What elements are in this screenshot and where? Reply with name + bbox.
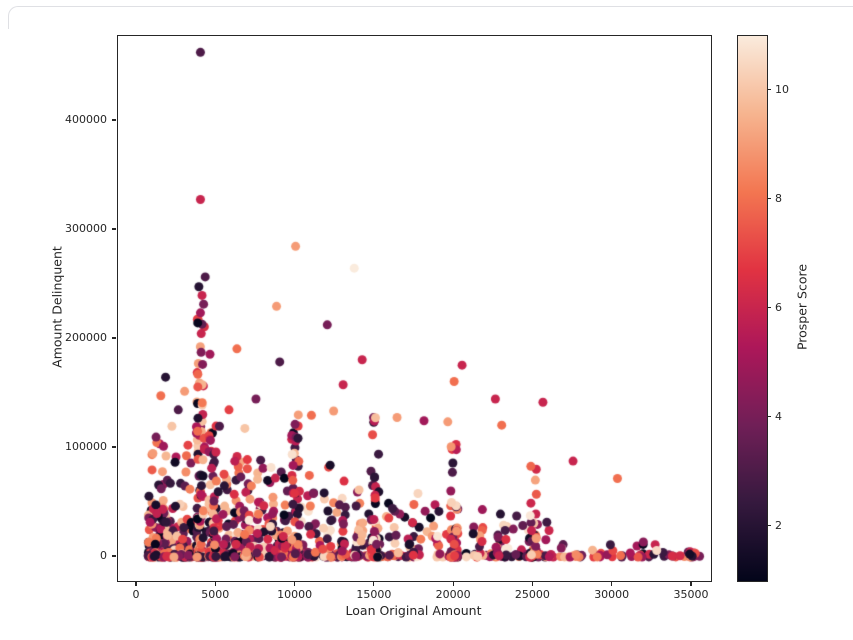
- x-tick-mark: [294, 581, 296, 586]
- colorbar-tick-mark: [767, 88, 771, 91]
- scatter-canvas: [118, 36, 711, 581]
- colorbar-tick-label: 10: [775, 82, 789, 96]
- x-tick-mark: [135, 581, 137, 586]
- x-tick-label: 20000: [435, 588, 471, 601]
- x-tick-label: 15000: [356, 588, 392, 601]
- y-tick-mark: [111, 119, 116, 121]
- y-tick-label: 400000: [65, 113, 107, 127]
- colorbar: [737, 35, 768, 582]
- y-tick-mark: [111, 337, 116, 339]
- y-tick-mark: [111, 555, 116, 557]
- colorbar-label: Prosper Score: [794, 263, 810, 351]
- output-cell-border: [8, 6, 853, 29]
- x-tick-mark: [373, 581, 375, 586]
- y-axis-label: Amount Delinquent: [49, 246, 65, 368]
- x-tick-mark: [611, 581, 613, 586]
- colorbar-tick-mark: [767, 197, 771, 200]
- colorbar-tick-label: 2: [775, 518, 782, 532]
- x-tick-mark: [214, 581, 216, 586]
- colorbar-tick-mark: [767, 306, 771, 309]
- colorbar-tick-label: 6: [775, 300, 782, 314]
- x-axis-label: Loan Original Amount: [345, 603, 482, 618]
- colorbar-tick-label: 8: [775, 191, 782, 205]
- x-tick-mark: [531, 581, 533, 586]
- colorbar-tick-mark: [767, 524, 771, 527]
- y-tick-label: 100000: [65, 440, 107, 454]
- plot-area: [117, 35, 712, 582]
- y-tick-mark: [111, 228, 116, 230]
- x-tick-label: 25000: [514, 588, 550, 601]
- x-tick-label: 30000: [594, 588, 630, 601]
- x-tick-label: 35000: [673, 588, 709, 601]
- y-tick-mark: [111, 446, 116, 448]
- x-tick-mark: [452, 581, 454, 586]
- y-tick-label: 300000: [65, 222, 107, 236]
- colorbar-tick-label: 4: [775, 409, 782, 423]
- x-tick-label: 0: [132, 588, 140, 601]
- x-tick-label: 5000: [201, 588, 230, 601]
- y-tick-label: 0: [100, 549, 107, 563]
- y-tick-label: 200000: [65, 331, 107, 345]
- x-tick-mark: [690, 581, 692, 586]
- x-tick-label: 10000: [277, 588, 313, 601]
- colorbar-tick-mark: [767, 415, 771, 418]
